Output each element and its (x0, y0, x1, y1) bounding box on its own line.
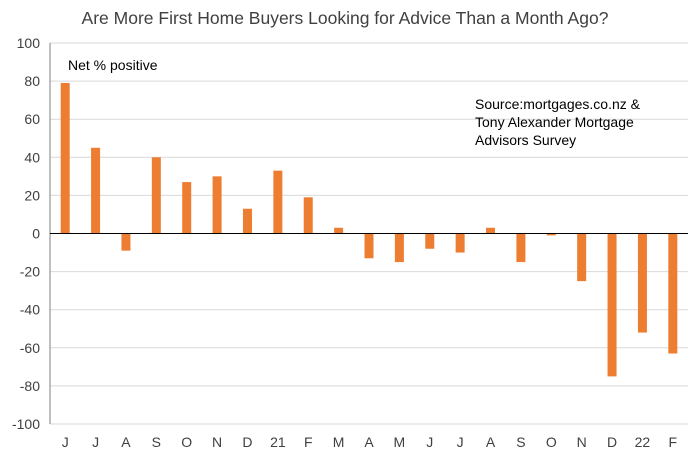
x-tick-label: J (62, 434, 69, 450)
x-tick-label: A (121, 434, 131, 450)
bar (364, 233, 374, 259)
bar (394, 233, 404, 263)
x-tick-label: A (364, 434, 374, 450)
x-tick-label: 21 (270, 434, 286, 450)
y-tick-label: -20 (20, 264, 40, 280)
bar (121, 233, 131, 251)
bar (637, 233, 647, 333)
bar (91, 147, 101, 234)
bars (60, 83, 678, 377)
x-axis-tick-labels: J J A S O N D 21 F M A M J J A S O N D 22 F (62, 434, 677, 450)
y-tick-label: 60 (24, 111, 40, 127)
x-tick-label: J (426, 434, 433, 450)
x-tick-label: F (304, 434, 313, 450)
x-tick-label: O (181, 434, 192, 450)
bar (303, 197, 313, 234)
y-tick-label: -80 (20, 378, 40, 394)
y-tick-label: 100 (17, 35, 41, 51)
bar (273, 170, 283, 234)
x-tick-label: N (212, 434, 222, 450)
x-tick-label: J (92, 434, 99, 450)
bar (486, 227, 496, 234)
annotation-net-positive: Net % positive (68, 57, 158, 73)
bar (516, 233, 526, 263)
annotation-source-line-2: Tony Alexander Mortgage (475, 114, 634, 130)
bar (577, 233, 587, 282)
bar (425, 233, 435, 249)
axes (49, 43, 688, 424)
x-tick-label: S (152, 434, 161, 450)
x-tick-label: S (516, 434, 525, 450)
x-tick-label: A (486, 434, 496, 450)
bar (334, 227, 344, 234)
x-tick-label: O (546, 434, 557, 450)
x-tick-label: M (394, 434, 406, 450)
annotation-source-line-3: Advisors Survey (475, 132, 576, 148)
x-tick-label: D (607, 434, 617, 450)
bar (455, 233, 465, 253)
y-tick-label: 0 (32, 226, 40, 242)
bar (151, 157, 161, 234)
bar (607, 233, 617, 377)
y-tick-label: 80 (24, 73, 40, 89)
bar (242, 208, 252, 234)
x-tick-label: D (242, 434, 252, 450)
bar (546, 233, 556, 236)
y-tick-label: 40 (24, 149, 40, 165)
x-tick-label: 22 (635, 434, 651, 450)
x-tick-label: J (457, 434, 464, 450)
y-axis-tick-labels: 100 80 60 40 20 0 -20 -40 -60 -80 -100 (12, 35, 40, 432)
x-tick-label: M (333, 434, 345, 450)
chart-title: Are More First Home Buyers Looking for A… (82, 8, 609, 28)
x-tick-label: N (577, 434, 587, 450)
annotation-source-line-1: Source:mortgages.co.nz & (475, 96, 641, 112)
y-tick-label: -60 (20, 340, 40, 356)
bar (182, 182, 192, 234)
y-tick-label: -40 (20, 302, 40, 318)
bar (212, 176, 222, 234)
bar (60, 83, 70, 234)
x-tick-label: F (669, 434, 678, 450)
bar (668, 233, 678, 354)
y-tick-label: -100 (12, 416, 40, 432)
y-tick-label: 20 (24, 187, 40, 203)
